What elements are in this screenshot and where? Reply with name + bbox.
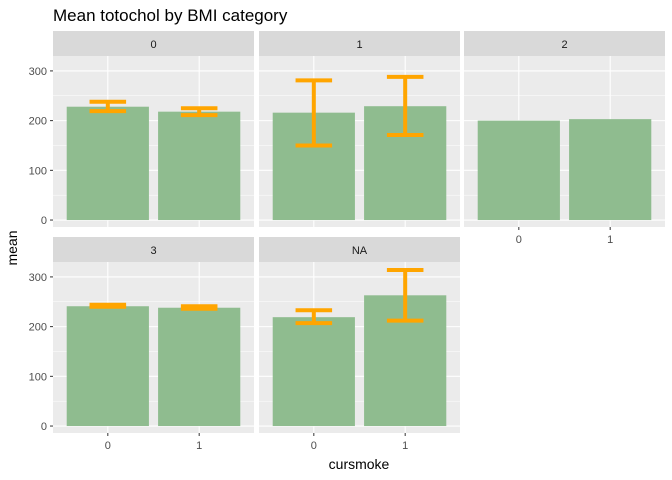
facet-1-strip <box>259 31 460 56</box>
x-tick-label: 1 <box>402 440 408 452</box>
facet-3-strip <box>53 237 254 262</box>
facet-0-bar-0 <box>66 106 149 221</box>
facet-na-strip <box>259 237 460 262</box>
x-tick-label: 1 <box>607 234 613 246</box>
y-tick-label: 0 <box>41 421 47 433</box>
facet-0-strip <box>53 31 254 56</box>
facet-2-strip <box>464 31 665 56</box>
x-tick-label: 0 <box>516 234 522 246</box>
x-axis-title: cursmoke <box>328 456 390 472</box>
y-tick-label: 100 <box>29 371 47 383</box>
facet-0-strip-label: 0 <box>150 39 156 51</box>
y-tick-label: 200 <box>29 116 47 128</box>
y-tick-label: 300 <box>29 272 47 284</box>
y-tick-label: 200 <box>29 322 47 334</box>
y-tick-label: 100 <box>29 165 47 177</box>
facet-na-strip-label: NA <box>352 245 368 257</box>
y-axis-title: mean <box>4 230 20 266</box>
facet-0-bar-1 <box>158 111 241 221</box>
x-tick-label: 0 <box>105 440 111 452</box>
y-tick-label: 300 <box>29 66 47 78</box>
facet-2-strip-label: 2 <box>561 39 567 51</box>
facet-2-bar-0 <box>477 120 560 221</box>
facet-1-strip-label: 1 <box>356 39 362 51</box>
x-tick-label: 1 <box>196 440 202 452</box>
chart-title: Mean totochol by BMI category <box>53 6 288 25</box>
facet-3-strip-label: 3 <box>150 245 156 257</box>
facet-3-bar-1 <box>158 307 241 427</box>
y-tick-label: 0 <box>41 215 47 227</box>
facet-2-bar-1 <box>569 119 652 221</box>
x-tick-label: 0 <box>311 440 317 452</box>
facet-3-bar-0 <box>66 306 149 427</box>
facet-na-bar-0 <box>272 317 355 427</box>
